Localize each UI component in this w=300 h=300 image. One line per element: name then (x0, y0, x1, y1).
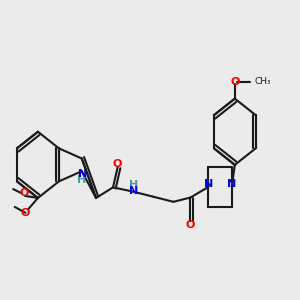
Text: O: O (19, 188, 29, 198)
Text: N: N (227, 178, 236, 188)
Text: N: N (129, 186, 138, 196)
Text: O: O (186, 220, 195, 230)
Text: O: O (21, 208, 30, 218)
Text: N: N (204, 178, 213, 188)
Text: O: O (113, 159, 122, 169)
Text: H: H (128, 180, 138, 190)
Text: O: O (230, 76, 239, 87)
Text: H: H (77, 175, 86, 185)
Text: methoxy: methoxy (7, 184, 13, 185)
Text: CH₃: CH₃ (255, 77, 272, 86)
Text: N: N (78, 169, 87, 179)
